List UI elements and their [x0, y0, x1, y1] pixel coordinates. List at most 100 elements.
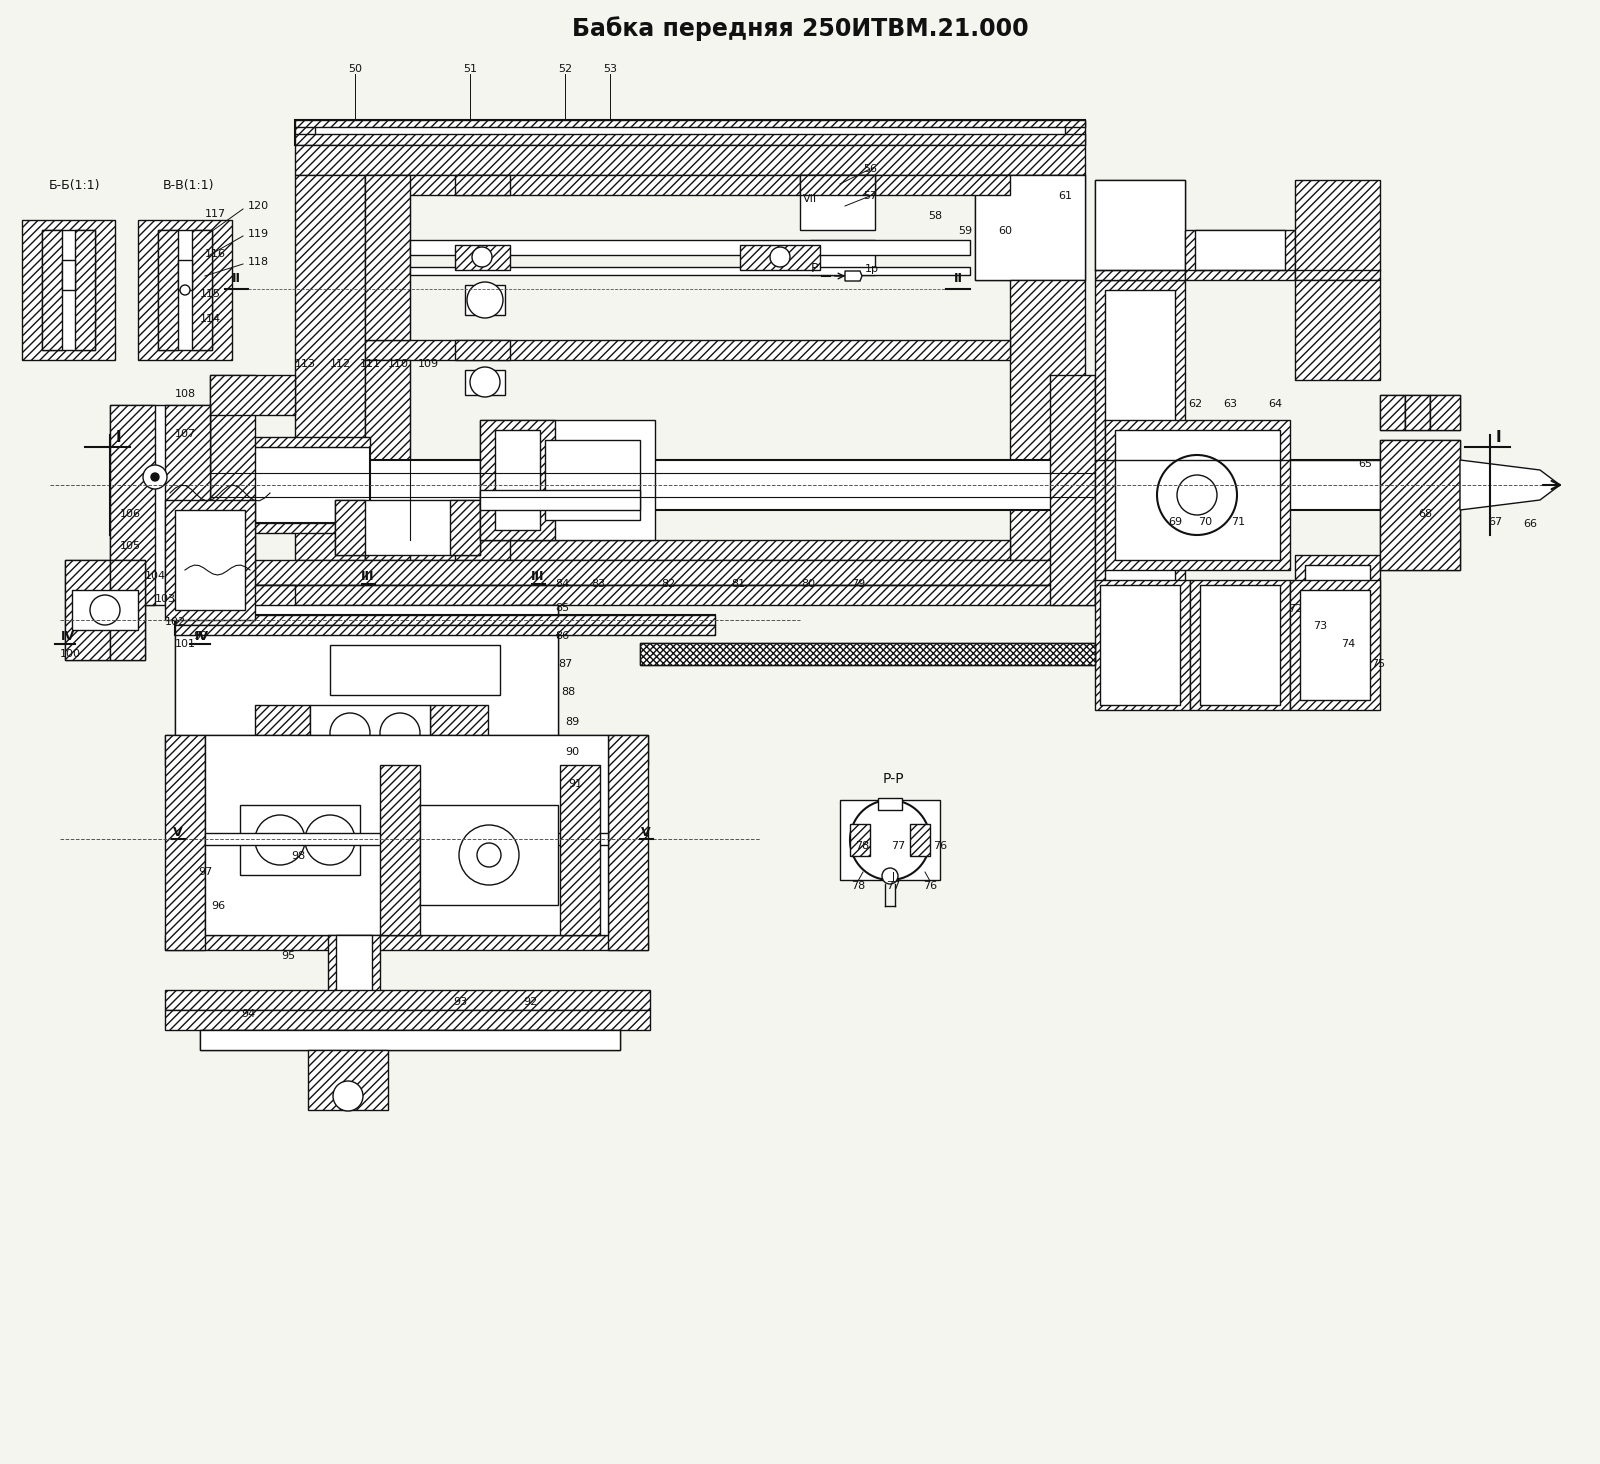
Text: Б-Б(1:1): Б-Б(1:1): [50, 180, 101, 192]
Polygon shape: [365, 540, 1010, 561]
Text: 89: 89: [565, 717, 579, 728]
Circle shape: [882, 868, 898, 884]
Polygon shape: [294, 120, 315, 145]
Text: 93: 93: [453, 997, 467, 1007]
Text: 100: 100: [59, 649, 80, 659]
Text: I: I: [115, 429, 122, 445]
Text: 75: 75: [1371, 659, 1386, 669]
Bar: [240, 805, 360, 875]
Polygon shape: [210, 375, 254, 605]
Polygon shape: [739, 244, 819, 269]
Polygon shape: [66, 561, 110, 660]
Polygon shape: [165, 935, 648, 950]
Text: 51: 51: [462, 64, 477, 75]
Polygon shape: [165, 501, 254, 619]
Text: 58: 58: [928, 211, 942, 221]
Polygon shape: [1405, 395, 1430, 430]
Text: 104: 104: [144, 571, 165, 581]
Polygon shape: [1066, 120, 1085, 145]
Text: 114: 114: [200, 313, 221, 324]
Text: 97: 97: [198, 867, 213, 877]
Text: 119: 119: [248, 228, 269, 239]
Bar: [1094, 180, 1186, 269]
Polygon shape: [974, 176, 1085, 280]
Bar: [205, 833, 608, 845]
Polygon shape: [165, 1010, 650, 1031]
Bar: [1379, 395, 1405, 430]
Text: 53: 53: [603, 64, 618, 75]
Polygon shape: [1459, 460, 1560, 509]
Polygon shape: [480, 420, 555, 540]
Text: 99: 99: [194, 631, 206, 641]
Text: 76: 76: [923, 881, 938, 892]
Bar: [200, 1031, 621, 1050]
Text: Р-Р: Р-Р: [882, 772, 904, 786]
Polygon shape: [294, 135, 1085, 145]
Text: III: III: [531, 569, 544, 583]
Circle shape: [477, 843, 501, 867]
Text: 62: 62: [1187, 400, 1202, 408]
Bar: [494, 430, 541, 530]
Polygon shape: [800, 176, 875, 195]
Circle shape: [1178, 474, 1218, 515]
Bar: [1405, 395, 1430, 430]
Bar: [466, 285, 506, 315]
Bar: [1306, 565, 1370, 650]
Polygon shape: [174, 625, 715, 635]
Bar: [1200, 586, 1280, 706]
Bar: [1430, 395, 1459, 430]
Polygon shape: [454, 176, 510, 195]
Text: 87: 87: [558, 659, 573, 669]
Polygon shape: [640, 643, 1094, 665]
Bar: [1195, 230, 1285, 269]
Text: 1p: 1p: [866, 264, 878, 274]
Circle shape: [306, 815, 355, 865]
Polygon shape: [110, 561, 146, 660]
Bar: [62, 261, 75, 290]
Text: 78: 78: [854, 840, 869, 851]
Text: 78: 78: [851, 881, 866, 892]
Polygon shape: [192, 230, 211, 350]
Circle shape: [150, 473, 158, 482]
Circle shape: [1157, 455, 1237, 534]
Bar: [294, 120, 1085, 145]
Polygon shape: [158, 230, 211, 350]
Polygon shape: [210, 523, 370, 533]
Text: 84: 84: [555, 578, 570, 589]
Text: 72: 72: [1288, 605, 1302, 613]
Polygon shape: [294, 120, 1085, 127]
Polygon shape: [334, 501, 365, 555]
Polygon shape: [430, 706, 488, 805]
Polygon shape: [1294, 280, 1379, 381]
Bar: [810, 240, 875, 275]
Text: IV: IV: [61, 630, 75, 643]
Polygon shape: [138, 220, 232, 360]
Text: P: P: [811, 262, 819, 275]
Text: 52: 52: [558, 64, 573, 75]
Text: 102: 102: [165, 616, 186, 627]
Circle shape: [333, 1080, 363, 1111]
Bar: [546, 441, 640, 520]
Polygon shape: [608, 735, 648, 950]
Text: 59: 59: [958, 225, 973, 236]
Polygon shape: [365, 360, 410, 561]
Text: 110: 110: [387, 359, 408, 369]
Text: Бабка передняя 250ИТВМ.21.000: Бабка передняя 250ИТВМ.21.000: [571, 16, 1029, 41]
Text: 80: 80: [802, 578, 814, 589]
Circle shape: [472, 247, 493, 266]
Polygon shape: [307, 1050, 387, 1110]
Polygon shape: [165, 990, 650, 1010]
Polygon shape: [1094, 180, 1186, 280]
Text: 82: 82: [661, 578, 675, 589]
Polygon shape: [1430, 395, 1459, 430]
Text: 96: 96: [211, 900, 226, 911]
Text: 105: 105: [120, 542, 141, 550]
Text: 103: 103: [155, 594, 176, 605]
Text: VII: VII: [803, 195, 818, 203]
Text: 106: 106: [120, 509, 141, 520]
Text: 117: 117: [205, 209, 226, 220]
Text: IV: IV: [195, 630, 210, 643]
Text: 109: 109: [418, 359, 438, 369]
Polygon shape: [365, 340, 1010, 360]
Text: II: II: [232, 272, 240, 285]
